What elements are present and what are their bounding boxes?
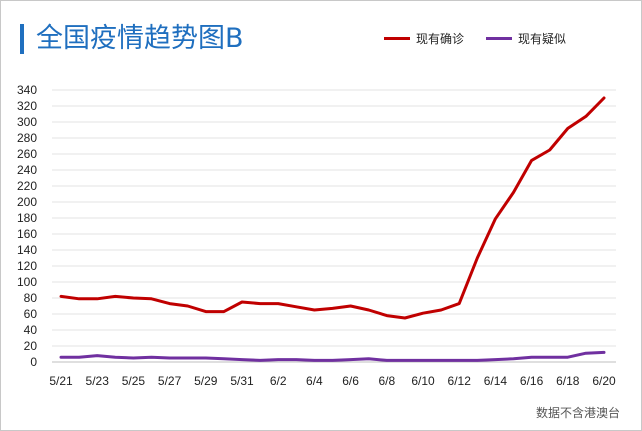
y-tick-label: 320 [17,99,37,113]
x-tick-label: 6/6 [342,374,359,388]
legend-label-confirmed: 现有确诊 [416,32,465,46]
series-line-suspected [59,350,606,362]
y-tick-label: 160 [17,227,37,241]
x-tick-label: 6/10 [411,374,435,388]
y-tick-label: 140 [17,243,37,257]
y-tick-label: 260 [17,147,37,161]
legend-label-suspected: 现有疑似 [518,32,567,46]
legend-item-confirmed: 现有确诊 [384,30,464,47]
legend-swatch-confirmed [384,37,410,40]
x-tick-label: 5/27 [158,374,182,388]
x-tick-label: 6/2 [270,374,287,388]
y-tick-label: 220 [17,179,37,193]
x-tick-label: 5/31 [230,374,254,388]
y-tick-label: 20 [24,339,38,353]
chart-title: 全国疫情趋势图B [36,23,244,54]
y-tick-label: 200 [17,195,37,209]
y-tick-label: 300 [17,115,37,129]
y-tick-label: 280 [17,131,37,145]
x-tick-label: 6/4 [306,374,323,388]
x-tick-label: 5/21 [49,374,73,388]
legend-item-suspected: 现有疑似 [486,30,566,47]
x-tick-label: 6/16 [520,374,544,388]
y-tick-label: 240 [17,163,37,177]
y-tick-label: 100 [17,275,37,289]
chart-legend: 现有确诊 现有疑似 [384,30,566,47]
title-accent-bar [20,24,24,54]
y-tick-label: 60 [24,307,38,321]
x-tick-label: 6/12 [448,374,472,388]
x-tick-label: 6/18 [556,374,580,388]
y-tick-label: 340 [17,83,37,97]
x-tick-label: 5/25 [122,374,146,388]
x-tick-label: 6/20 [592,374,616,388]
y-tick-label: 0 [30,355,37,369]
x-tick-label: 6/8 [378,374,395,388]
legend-swatch-suspected [486,37,513,40]
y-tick-label: 40 [24,323,38,337]
data-source-note: 数据不含港澳台 [535,406,620,420]
x-tick-label: 6/14 [484,374,508,388]
x-tick-label: 5/23 [86,374,110,388]
x-tick-label: 5/29 [194,374,218,388]
y-tick-label: 80 [24,291,38,305]
y-tick-label: 120 [17,259,37,273]
y-tick-label: 180 [17,211,37,225]
series-line-confirmed [59,96,606,320]
